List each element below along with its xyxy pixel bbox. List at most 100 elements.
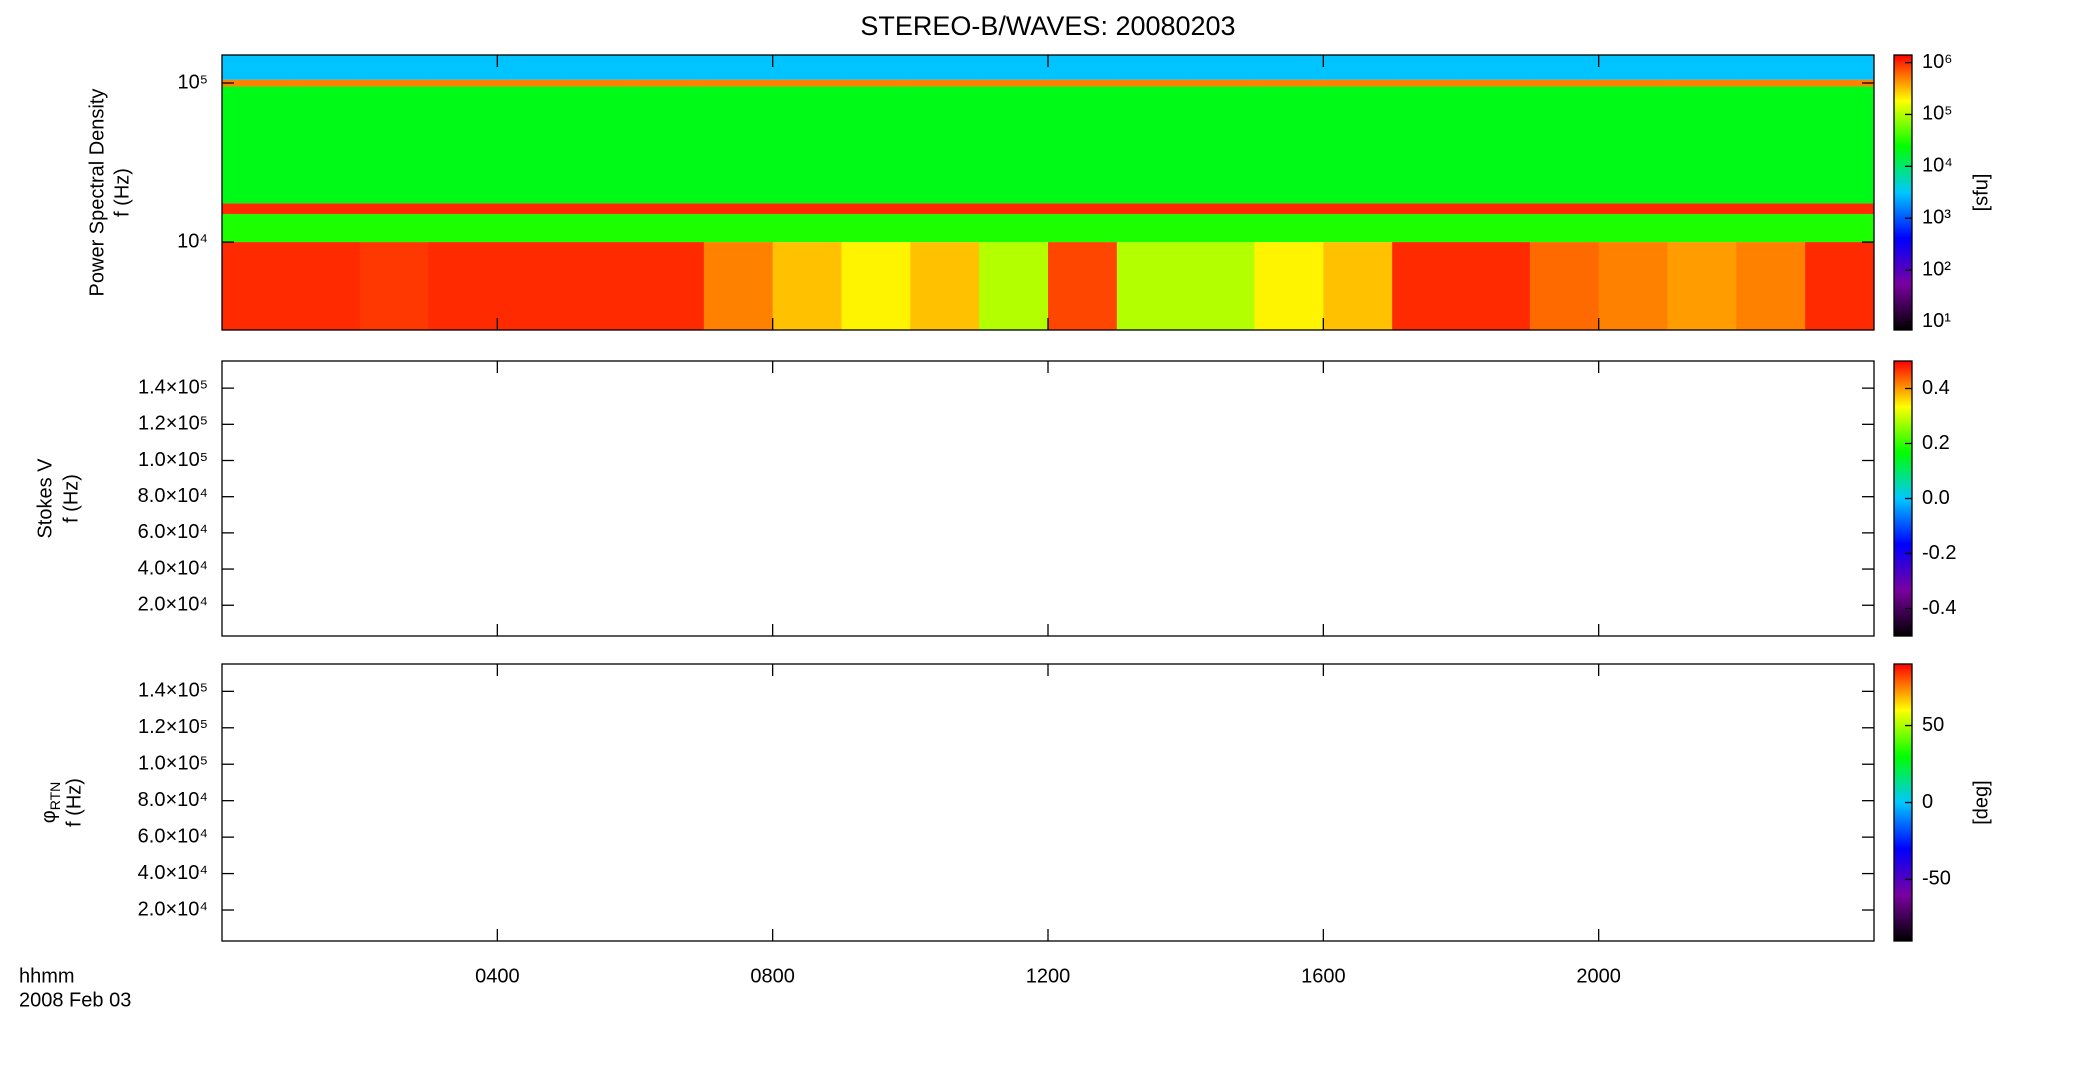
colorbar-tick-label: 0	[1922, 791, 1933, 813]
heatmap-cell	[1323, 203, 1393, 215]
colorbar-tick-label: 50	[1922, 714, 1944, 736]
y-tick-label: 2.0×10⁴	[138, 594, 208, 616]
heatmap-cell	[1323, 242, 1393, 330]
heatmap-cell	[1736, 79, 1806, 87]
heatmap-cell	[635, 79, 705, 87]
y-tick-label: 4.0×10⁴	[138, 862, 208, 884]
heatmap-cell	[1529, 79, 1600, 87]
heatmap-cell	[910, 214, 980, 243]
y-axis-label: f (Hz)	[60, 474, 82, 523]
heatmap-cell	[910, 86, 980, 204]
heatmap-cell	[1529, 214, 1600, 243]
heatmap-cell	[841, 86, 911, 204]
date-label: 2008 Feb 03	[19, 989, 131, 1011]
y-tick-label: 1.4×10⁵	[138, 376, 208, 398]
heatmap-cell	[428, 203, 498, 215]
heatmap-cell	[290, 79, 361, 87]
y-tick-label: 1.2×10⁵	[138, 716, 208, 738]
heatmap-cell	[428, 242, 498, 330]
plot-frame	[221, 663, 1875, 942]
chart-title: STEREO-B/WAVES: 20080203	[860, 11, 1235, 41]
heatmap-cell	[1254, 242, 1324, 330]
heatmap-cell	[222, 203, 292, 215]
heatmap-cell	[359, 203, 429, 215]
heatmap-cell	[1254, 79, 1324, 87]
colorbar-tick-label: 0.4	[1922, 377, 1950, 399]
heatmap-cell	[1048, 242, 1118, 330]
heatmap-cell	[1185, 86, 1255, 204]
heatmap-cell	[979, 79, 1049, 87]
colorbar	[1894, 361, 1912, 636]
heatmap-cell	[290, 86, 361, 204]
heatmap-cell	[290, 55, 361, 80]
colorbar	[1894, 55, 1912, 330]
x-tick-label: 1200	[1026, 965, 1071, 987]
y-tick-label: 8.0×10⁴	[138, 789, 208, 811]
heatmap-cell	[703, 79, 774, 87]
heatmap-cell	[1667, 86, 1737, 204]
heatmap-cell	[1529, 242, 1600, 330]
heatmap-cell	[1667, 242, 1737, 330]
x-tick-label: 2000	[1576, 965, 1621, 987]
y-tick-label: 1.4×10⁵	[138, 680, 208, 702]
heatmap-cell	[359, 214, 429, 243]
heatmap-cell	[1736, 214, 1806, 243]
heatmap-cell	[222, 214, 292, 243]
y-axis-label: Power Spectral Density	[86, 89, 108, 297]
heatmap-cell	[1185, 203, 1255, 215]
heatmap-cell	[772, 86, 842, 204]
heatmap-cell	[841, 242, 911, 330]
colorbar-tick-label: 10³	[1922, 206, 1951, 228]
y-axis-label: Stokes V	[34, 458, 56, 539]
x-axis-label: hhmm	[19, 965, 75, 987]
heatmap-cell	[1598, 86, 1668, 204]
heatmap-cell	[1392, 214, 1462, 243]
heatmap-cell	[703, 86, 774, 204]
heatmap-cell	[290, 242, 361, 330]
heatmap-cell	[1598, 242, 1668, 330]
colorbar-tick-label: 0.2	[1922, 432, 1950, 454]
heatmap-cell	[1736, 203, 1806, 215]
heatmap-cell	[222, 86, 292, 204]
heatmap-cell	[1185, 242, 1255, 330]
y-axis-symbol: φ	[38, 810, 60, 823]
heatmap-cell	[222, 55, 292, 80]
colorbar-tick-label: 10⁴	[1922, 155, 1953, 177]
y-tick-label: 6.0×10⁴	[138, 825, 208, 847]
heatmap-cell	[497, 55, 567, 80]
colorbar-tick-label: -0.4	[1922, 597, 1956, 619]
heatmap-cell	[1116, 79, 1187, 87]
y-tick-label: 8.0×10⁴	[138, 485, 208, 507]
heatmap-cell	[703, 203, 774, 215]
colorbar-label: [deg]	[1970, 780, 1992, 824]
heatmap-cell	[1736, 55, 1806, 80]
heatmap-cell	[1736, 242, 1806, 330]
heatmap-cell	[635, 214, 705, 243]
heatmap-cell	[359, 79, 429, 87]
heatmap-cell	[1598, 203, 1668, 215]
heatmap-cell	[1529, 203, 1600, 215]
heatmap-cell	[1667, 214, 1737, 243]
heatmap-cell	[1254, 214, 1324, 243]
heatmap-cell	[1461, 214, 1531, 243]
heatmap-cell	[1254, 86, 1324, 204]
heatmap-cell	[635, 242, 705, 330]
heatmap-cell	[428, 86, 498, 204]
heatmap-cell	[841, 55, 911, 80]
heatmap-cell	[1392, 86, 1462, 204]
y-axis-subscript: RTN	[47, 782, 63, 811]
heatmap-cell	[1805, 55, 1875, 80]
y-tick-label: 1.0×10⁵	[138, 449, 208, 471]
heatmap-cell	[635, 86, 705, 204]
heatmap-cell	[703, 242, 774, 330]
heatmap-cell	[497, 214, 567, 243]
heatmap-cell	[1461, 55, 1531, 80]
heatmap-cell	[1254, 55, 1324, 80]
heatmap-cell	[1323, 79, 1393, 87]
heatmap-cell	[1805, 203, 1875, 215]
heatmap-cell	[1185, 55, 1255, 80]
heatmap-cell	[1667, 203, 1737, 215]
heatmap-cell	[1461, 86, 1531, 204]
heatmap-cell	[566, 214, 636, 243]
